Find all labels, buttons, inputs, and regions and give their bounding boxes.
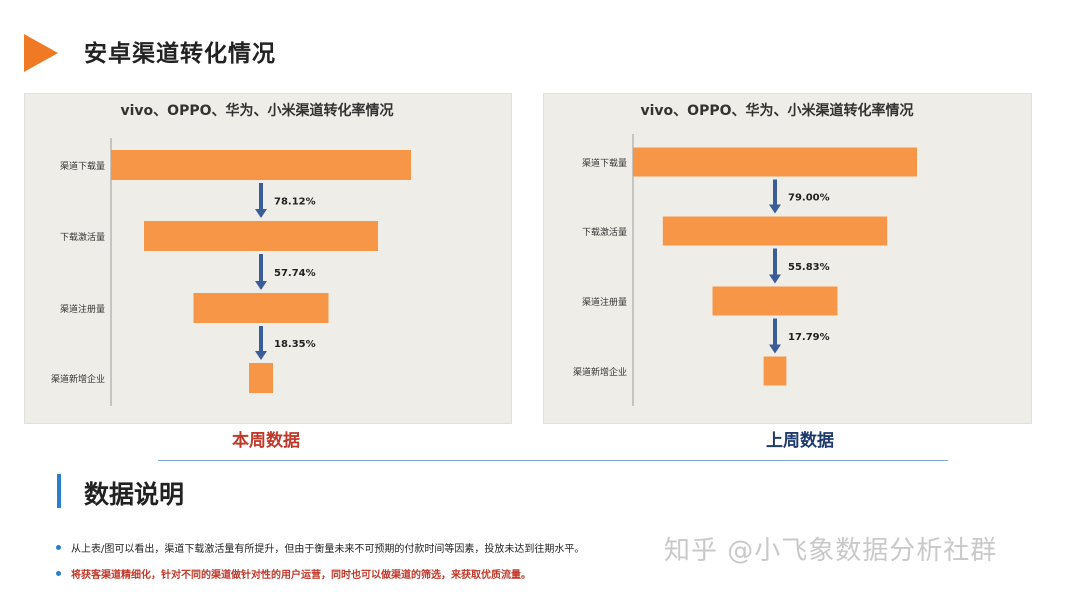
conversion-rate-label: 18.35% (274, 339, 316, 350)
funnel-bar (763, 356, 787, 386)
chart-title: vivo、OPPO、华为、小米渠道转化率情况 (121, 102, 394, 119)
page-title: 安卓渠道转化情况 (84, 41, 276, 67)
funnel-svg-this-week: vivo、OPPO、华为、小米渠道转化率情况渠道下载量下载激活量渠道注册量渠道新… (51, 102, 411, 406)
this-week-label: 本周数据 (232, 431, 300, 451)
chart-title: vivo、OPPO、华为、小米渠道转化率情况 (641, 102, 914, 119)
funnel-bar (249, 363, 273, 393)
stage-label: 渠道注册量 (60, 303, 105, 315)
funnel-bar (144, 221, 378, 251)
stage-label: 下载激活量 (60, 231, 105, 243)
bullet-icon (56, 571, 61, 576)
conversion-rate-label: 79.00% (788, 193, 830, 204)
note-text: 将获客渠道精细化，针对不同的渠道做针对性的用户运营，同时也可以做渠道的筛选，来获… (71, 570, 531, 581)
funnel-chart-this-week: vivo、OPPO、华为、小米渠道转化率情况渠道下载量下载激活量渠道注册量渠道新… (24, 93, 512, 424)
conversion-arrow-icon (769, 274, 781, 284)
section-marker (57, 474, 61, 508)
conversion-arrow-icon (255, 281, 267, 290)
stage-label: 渠道下载量 (582, 157, 627, 169)
watermark: 知乎 @小飞象数据分析社群 (664, 536, 998, 566)
conversion-rate-label: 55.83% (788, 262, 830, 273)
conversion-arrow-icon (255, 351, 267, 360)
funnel-bar (633, 147, 917, 177)
funnel-bar (193, 293, 329, 323)
note-text: 从上表/图可以看出，渠道下载激活量有所提升，但由于衡量未来不可预期的付款时间等因… (71, 544, 585, 555)
conversion-arrow-icon (255, 209, 267, 218)
last-week-label: 上周数据 (766, 431, 834, 451)
stage-label: 渠道注册量 (582, 296, 627, 308)
stage-label: 渠道新增企业 (51, 373, 105, 385)
funnel-bar (712, 286, 838, 316)
funnel-chart-last-week: vivo、OPPO、华为、小米渠道转化率情况渠道下载量下载激活量渠道注册量渠道新… (543, 93, 1032, 424)
bullet-icon (56, 545, 61, 550)
conversion-arrow-icon (769, 344, 781, 354)
stage-label: 下载激活量 (582, 226, 627, 238)
conversion-arrow-icon (769, 204, 781, 214)
stage-label: 渠道新增企业 (573, 366, 627, 378)
title-arrow-icon (24, 34, 58, 72)
section-divider (158, 460, 948, 461)
stage-label: 渠道下载量 (60, 160, 105, 172)
conversion-rate-label: 57.74% (274, 268, 316, 279)
note-item: 将获客渠道精细化，针对不同的渠道做针对性的用户运营，同时也可以做渠道的筛选，来获… (56, 566, 531, 581)
funnel-svg-last-week: vivo、OPPO、华为、小米渠道转化率情况渠道下载量下载激活量渠道注册量渠道新… (573, 102, 917, 406)
funnel-bar (662, 216, 888, 246)
section-title: 数据说明 (84, 480, 185, 509)
conversion-rate-label: 78.12% (274, 197, 316, 208)
note-item: 从上表/图可以看出，渠道下载激活量有所提升，但由于衡量未来不可预期的付款时间等因… (56, 540, 584, 555)
funnel-bar (111, 150, 411, 180)
conversion-rate-label: 17.79% (788, 332, 830, 343)
